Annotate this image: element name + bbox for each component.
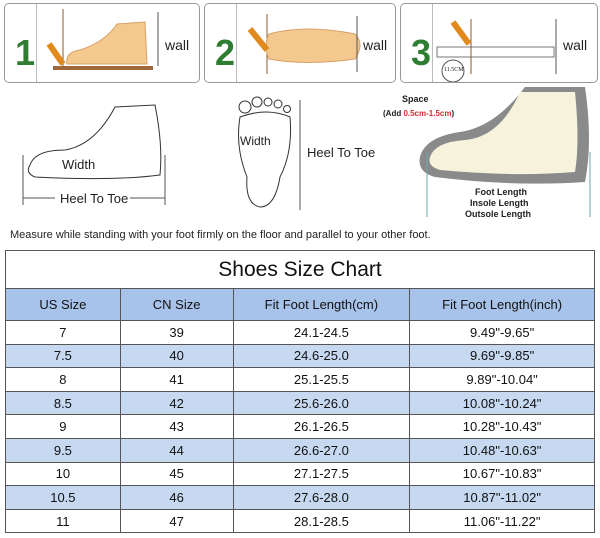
table-cell: 11.06"-11.22": [409, 508, 595, 534]
side-heel-to-toe-label: Heel To Toe: [60, 191, 129, 206]
measure-note: Measure while standing with your foot fi…: [10, 229, 431, 241]
space-add-note: (Add 0.5cm-1.5cm): [383, 109, 455, 118]
table-cell: 10.5: [5, 485, 121, 510]
step-2-panel: 2 wall: [204, 3, 396, 83]
table-cell: 10.48"-10.63": [409, 437, 595, 463]
table-cell: 9.69"-9.85": [409, 343, 595, 369]
table-row: 8 41 25.1-25.5 9.89"-10.04": [5, 367, 595, 392]
table-cell: 46: [119, 485, 234, 510]
column-header: CN Size: [119, 288, 234, 321]
table-cell: 7: [5, 320, 121, 345]
table-row: 10 45 27.1-27.5 10.67"-10.83": [5, 461, 595, 487]
foot-side-diagram: [22, 104, 166, 205]
table-title: Shoes Size Chart: [5, 250, 595, 289]
table-cell: 26.6-27.0: [232, 437, 411, 463]
table-cell: 10.28"-10.43": [409, 414, 595, 439]
table-cell: 10.08"-10.24": [409, 390, 595, 416]
table-cell: 28.1-28.5: [232, 508, 411, 534]
step-number: 3: [411, 32, 432, 73]
step-3-panel: 3 11.5CM wall: [400, 3, 598, 83]
top-heel-to-toe-label: Heel To Toe: [307, 145, 376, 160]
space-add-value: 0.5cm-1.5cm: [403, 109, 452, 118]
foot-side-against-wall-illustration: [46, 9, 159, 70]
table-cell: 39: [119, 320, 234, 345]
table-row: 8.5 42 25.6-26.0 10.08"-10.24": [5, 390, 595, 416]
table-cell: 9.5: [5, 437, 121, 463]
table-cell: 8: [5, 367, 121, 392]
shoe-cross-section-diagram: [419, 87, 591, 217]
table-cell: 7.5: [5, 343, 121, 369]
column-header: Fit Foot Length(inch): [409, 288, 595, 321]
top-width-label: Width: [240, 134, 271, 148]
ruler-reading: 11.5CM: [444, 67, 464, 73]
size-chart-table: Shoes Size Chart US Size CN Size Fit Foo…: [5, 250, 595, 534]
table-cell: 8.5: [5, 390, 121, 416]
wall-label: wall: [165, 37, 190, 53]
table-cell: 24.1-24.5: [232, 320, 411, 345]
wall-label: wall: [563, 37, 588, 53]
insole-length-label: Insole Length: [470, 198, 529, 208]
table-cell: 43: [119, 414, 234, 439]
table-cell: 9: [5, 414, 121, 439]
outsole-length-label: Outsole Length: [465, 209, 531, 219]
table-row: 11 47 28.1-28.5 11.06"-11.22": [5, 508, 595, 534]
ruler-measurement-illustration: [436, 19, 557, 82]
foot-top-diagram: [238, 96, 301, 210]
table-cell: 27.6-28.0: [232, 485, 411, 510]
table-cell: 11: [5, 508, 121, 534]
table-cell: 42: [119, 390, 234, 416]
table-cell: 45: [119, 461, 234, 487]
table-header-row: US Size CN Size Fit Foot Length(cm) Fit …: [5, 288, 595, 321]
table-row: 7.5 40 24.6-25.0 9.69"-9.85": [5, 343, 595, 369]
table-cell: 9.49"-9.65": [409, 320, 595, 345]
table-cell: 24.6-25.0: [232, 343, 411, 369]
table-cell: 10: [5, 461, 121, 487]
step-number: 1: [15, 32, 36, 73]
table-cell: 26.1-26.5: [232, 414, 411, 439]
space-title: Space: [402, 94, 429, 104]
foot-top-against-wall-illustration: [247, 14, 361, 74]
table-row: 9.5 44 26.6-27.0 10.48"-10.63": [5, 437, 595, 463]
column-header: Fit Foot Length(cm): [232, 288, 411, 321]
table-cell: 10.87"-11.02": [409, 485, 595, 510]
table-cell: 40: [119, 343, 234, 369]
foot-length-label: Foot Length: [475, 187, 527, 197]
table-row: 9 43 26.1-26.5 10.28"-10.43": [5, 414, 595, 439]
step-number: 2: [215, 32, 236, 73]
table-cell: 25.6-26.0: [232, 390, 411, 416]
table-row: 7 39 24.1-24.5 9.49"-9.65": [5, 320, 595, 345]
wall-label: wall: [363, 37, 388, 53]
table-cell: 44: [119, 437, 234, 463]
table-cell: 27.1-27.5: [232, 461, 411, 487]
side-width-label: Width: [62, 157, 96, 172]
table-row: 10.5 46 27.6-28.0 10.87"-11.02": [5, 485, 595, 510]
table-cell: 41: [119, 367, 234, 392]
table-cell: 47: [119, 508, 234, 534]
table-cell: 25.1-25.5: [232, 367, 411, 392]
column-header: US Size: [5, 288, 121, 321]
step-1-panel: 1 wall: [4, 3, 200, 83]
table-cell: 10.67"-10.83": [409, 461, 595, 487]
table-cell: 9.89"-10.04": [409, 367, 595, 392]
